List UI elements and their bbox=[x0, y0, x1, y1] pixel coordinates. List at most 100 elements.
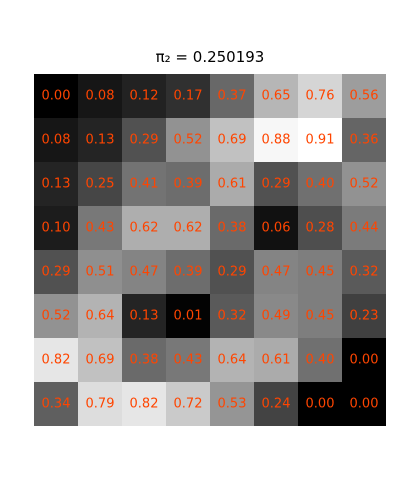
heatmap-cell-r1-c6 bbox=[298, 118, 342, 162]
heatmap-cell-r3-c6 bbox=[298, 206, 342, 250]
heatmap-label-r7-c5: 0.24 bbox=[262, 397, 291, 412]
heatmap-label-r6-c4: 0.64 bbox=[218, 353, 247, 368]
heatmap-cell-r3-c1 bbox=[78, 206, 122, 250]
heatmap-cell-r7-c6 bbox=[298, 382, 342, 426]
heatmap-cell-r4-c7 bbox=[342, 250, 386, 294]
heatmap-cell-r1-c7 bbox=[342, 118, 386, 162]
heatmap-label-r5-c1: 0.64 bbox=[86, 309, 115, 324]
heatmap-cell-r2-c6 bbox=[298, 162, 342, 206]
heatmap-cell-r5-c7 bbox=[342, 294, 386, 338]
heatmap-label-r3-c5: 0.06 bbox=[262, 221, 291, 236]
heatmap-label-r0-c3: 0.17 bbox=[174, 89, 203, 104]
heatmap-label-r0-c0: 0.00 bbox=[42, 89, 71, 104]
chart-title: π₂ = 0.250193 bbox=[155, 48, 265, 66]
heatmap-label-r1-c5: 0.88 bbox=[262, 133, 291, 148]
heatmap-cell-r2-c3 bbox=[166, 162, 210, 206]
heatmap-label-r4-c1: 0.51 bbox=[86, 265, 115, 280]
heatmap-cell-r4-c4 bbox=[210, 250, 254, 294]
heatmap-cell-r5-c1 bbox=[78, 294, 122, 338]
heatmap-label-r4-c0: 0.29 bbox=[42, 265, 71, 280]
heatmap-cell-r2-c4 bbox=[210, 162, 254, 206]
heatmap-label-r0-c7: 0.56 bbox=[350, 89, 379, 104]
heatmap-label-r7-c0: 0.34 bbox=[42, 397, 71, 412]
heatmap-label-r0-c5: 0.65 bbox=[262, 89, 291, 104]
heatmap-cell-r0-c1 bbox=[78, 74, 122, 118]
heatmap-cell-r5-c0 bbox=[34, 294, 78, 338]
heatmap-cell-r7-c1 bbox=[78, 382, 122, 426]
heatmap-cell-r6-c4 bbox=[210, 338, 254, 382]
heatmap-cell-r0-c3 bbox=[166, 74, 210, 118]
heatmap-label-r2-c5: 0.29 bbox=[262, 177, 291, 192]
heatmap-cell-r5-c4 bbox=[210, 294, 254, 338]
heatmap-cell-r2-c5 bbox=[254, 162, 298, 206]
heatmap-cell-r1-c0 bbox=[34, 118, 78, 162]
heatmap-label-r0-c1: 0.08 bbox=[86, 89, 115, 104]
heatmap-label-r4-c2: 0.47 bbox=[130, 265, 159, 280]
heatmap-label-r0-c6: 0.76 bbox=[306, 89, 335, 104]
heatmap-label-r7-c3: 0.72 bbox=[174, 397, 203, 412]
heatmap-cell-r7-c3 bbox=[166, 382, 210, 426]
heatmap-cell-r6-c2 bbox=[122, 338, 166, 382]
heatmap-label-r3-c3: 0.62 bbox=[174, 221, 203, 236]
heatmap-label-r5-c5: 0.49 bbox=[262, 309, 291, 324]
heatmap-label-r2-c0: 0.13 bbox=[42, 177, 71, 192]
heatmap-label-r3-c1: 0.43 bbox=[86, 221, 115, 236]
heatmap-label-r2-c7: 0.52 bbox=[350, 177, 379, 192]
heatmap-label-r3-c4: 0.38 bbox=[218, 221, 247, 236]
heatmap-label-r3-c6: 0.28 bbox=[306, 221, 335, 236]
heatmap-cell-r2-c1 bbox=[78, 162, 122, 206]
heatmap-label-r1-c1: 0.13 bbox=[86, 133, 115, 148]
heatmap-label-r6-c6: 0.40 bbox=[306, 353, 335, 368]
heatmap-cell-r4-c0 bbox=[34, 250, 78, 294]
heatmap-cell-r7-c7 bbox=[342, 382, 386, 426]
heatmap-cells bbox=[34, 74, 386, 426]
heatmap-cell-r0-c4 bbox=[210, 74, 254, 118]
heatmap-label-r4-c3: 0.39 bbox=[174, 265, 203, 280]
heatmap-label-r3-c2: 0.62 bbox=[130, 221, 159, 236]
heatmap-label-r1-c0: 0.08 bbox=[42, 133, 71, 148]
heatmap-cell-r2-c2 bbox=[122, 162, 166, 206]
heatmap-cell-r7-c2 bbox=[122, 382, 166, 426]
heatmap-label-r5-c7: 0.23 bbox=[350, 309, 379, 324]
heatmap-cell-r0-c6 bbox=[298, 74, 342, 118]
heatmap-cell-r5-c5 bbox=[254, 294, 298, 338]
heatmap-label-r7-c2: 0.82 bbox=[130, 397, 159, 412]
heatmap-label-r1-c2: 0.29 bbox=[130, 133, 159, 148]
heatmap-label-r4-c6: 0.45 bbox=[306, 265, 335, 280]
heatmap-label-r6-c2: 0.38 bbox=[130, 353, 159, 368]
heatmap-label-r6-c5: 0.61 bbox=[262, 353, 291, 368]
heatmap-cell-r6-c7 bbox=[342, 338, 386, 382]
heatmap-cell-r4-c1 bbox=[78, 250, 122, 294]
heatmap-cell-r4-c2 bbox=[122, 250, 166, 294]
heatmap-label-r3-c7: 0.44 bbox=[350, 221, 379, 236]
heatmap-label-r4-c7: 0.32 bbox=[350, 265, 379, 280]
heatmap-label-r2-c1: 0.25 bbox=[86, 177, 115, 192]
heatmap-cell-r4-c5 bbox=[254, 250, 298, 294]
heatmap-cell-r3-c7 bbox=[342, 206, 386, 250]
heatmap-label-r7-c1: 0.79 bbox=[86, 397, 115, 412]
heatmap-cell-r2-c0 bbox=[34, 162, 78, 206]
heatmap-label-r7-c4: 0.53 bbox=[218, 397, 247, 412]
heatmap-cell-r3-c2 bbox=[122, 206, 166, 250]
heatmap-cell-r0-c5 bbox=[254, 74, 298, 118]
heatmap-cell-r6-c3 bbox=[166, 338, 210, 382]
heatmap-cell-r7-c4 bbox=[210, 382, 254, 426]
heatmap-cell-r3-c0 bbox=[34, 206, 78, 250]
heatmap-cell-r3-c5 bbox=[254, 206, 298, 250]
heatmap-label-r2-c4: 0.61 bbox=[218, 177, 247, 192]
heatmap-cell-r0-c0 bbox=[34, 74, 78, 118]
heatmap-label-r7-c7: 0.00 bbox=[350, 397, 379, 412]
heatmap-cell-r0-c7 bbox=[342, 74, 386, 118]
heatmap-label-r5-c2: 0.13 bbox=[130, 309, 159, 324]
heatmap-label-r0-c2: 0.12 bbox=[130, 89, 159, 104]
heatmap-label-r6-c1: 0.69 bbox=[86, 353, 115, 368]
heatmap-cell-r1-c1 bbox=[78, 118, 122, 162]
heatmap-cell-r1-c3 bbox=[166, 118, 210, 162]
heatmap-cell-r1-c2 bbox=[122, 118, 166, 162]
heatmap-cell-labels: 0.00 0.08 0.12 0.17 0.37 0.65 0.76 0.56 0.08 0.13… bbox=[42, 89, 379, 412]
heatmap-cell-r1-c5 bbox=[254, 118, 298, 162]
heatmap-label-r3-c0: 0.10 bbox=[42, 221, 71, 236]
heatmap-label-r1-c3: 0.52 bbox=[174, 133, 203, 148]
heatmap-label-r6-c0: 0.82 bbox=[42, 353, 71, 368]
